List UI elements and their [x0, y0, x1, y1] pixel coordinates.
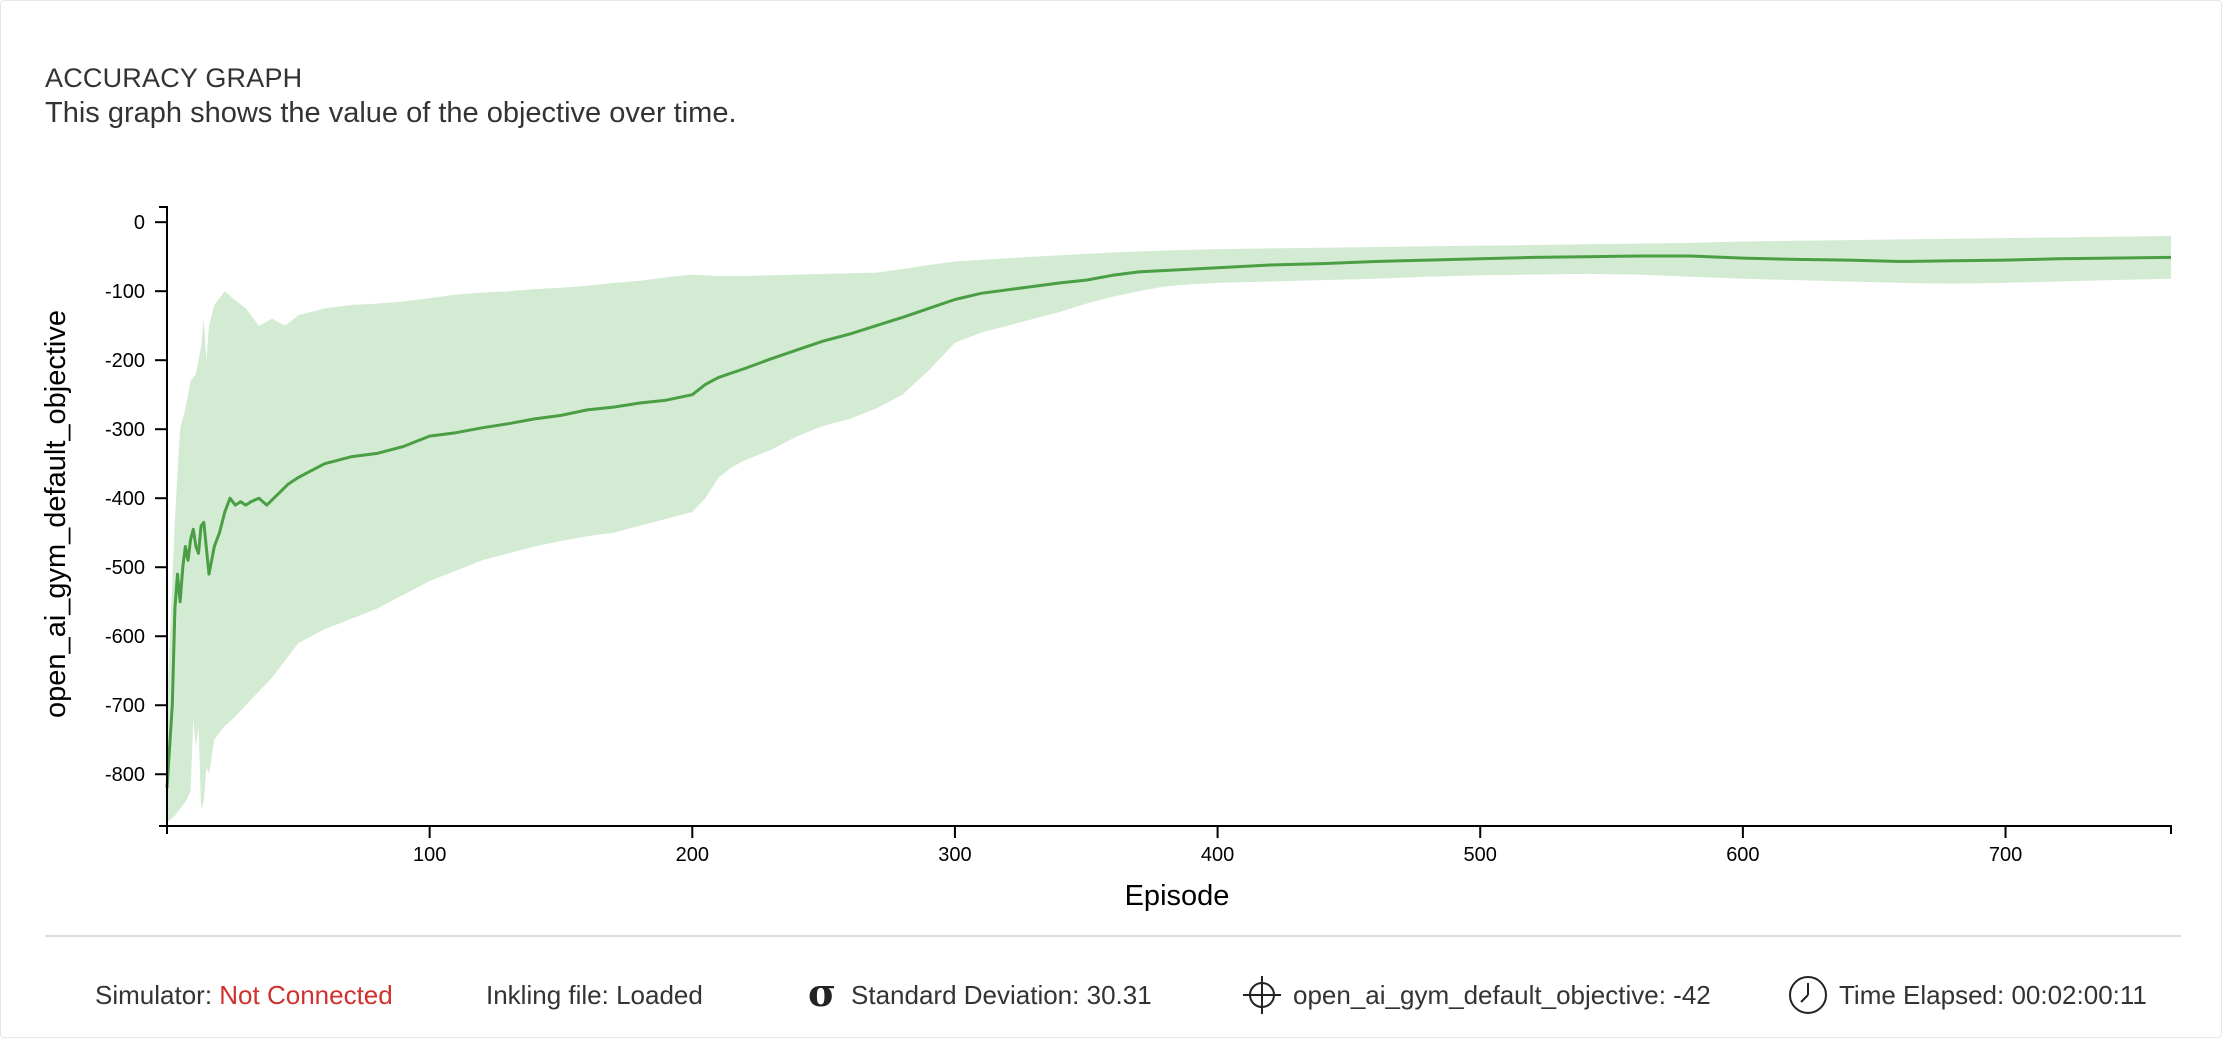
y-tick-label: -700 [105, 695, 145, 717]
y-tick-label: -500 [105, 557, 145, 579]
accuracy-chart: 0 -100 -200 -300 -400 -500 -600 -700 -800 100 200 3… [40, 206, 2172, 912]
y-tick-label: -300 [105, 419, 145, 441]
x-axis-line [166, 825, 2172, 834]
status-divider [45, 935, 2181, 937]
time-value: 00:02:00:11 [2011, 979, 2147, 1010]
x-tick-label: 100 [413, 844, 446, 866]
std-dev-label: Standard Deviation: [851, 979, 1080, 1010]
std-dev-status: σ Standard Deviation: 30.31 [805, 977, 1152, 1013]
x-tick-label: 300 [938, 844, 971, 866]
time-status: Time Elapsed: 00:02:00:11 [1787, 976, 2147, 1014]
time-label: Time Elapsed: [1839, 979, 2005, 1010]
inkling-status: Inkling file: Loaded [486, 977, 703, 1013]
x-tick-label: 500 [1464, 844, 1497, 866]
objective-line-layer [165, 254, 2172, 789]
objective-status: open_ai_gym_default_objective: -42 [1241, 976, 1711, 1014]
objective-line [165, 254, 2172, 789]
clock-icon [1789, 976, 1827, 1014]
y-tick-label: -400 [105, 488, 145, 510]
svg-text:σ: σ [808, 977, 836, 1013]
simulator-status: Simulator: Not Connected [95, 977, 393, 1013]
y-tick-label: 0 [134, 212, 145, 234]
chart-subtitle: This graph shows the value of the object… [45, 97, 737, 129]
sigma-icon: σ [808, 977, 836, 1013]
objective-value: -42 [1673, 979, 1711, 1010]
y-tick-label: -800 [105, 764, 145, 786]
x-tick-label: 600 [1726, 844, 1759, 866]
std-band-layer [167, 236, 2171, 823]
y-tick-label: -100 [105, 281, 145, 303]
std-dev-value: 30.31 [1086, 979, 1152, 1010]
objective-label: open_ai_gym_default_objective: [1293, 979, 1666, 1010]
simulator-label: Simulator: [95, 979, 213, 1010]
std-dev-band [167, 236, 2171, 823]
simulator-value: Not Connected [219, 979, 393, 1010]
x-axis-label: Episode [1125, 880, 1230, 912]
x-tick-label: 400 [1201, 844, 1234, 866]
inkling-value: Loaded [616, 979, 703, 1010]
crosshair-icon [1243, 976, 1281, 1014]
chart-title: ACCURACY GRAPH [45, 63, 303, 93]
x-tick-label: 700 [1989, 844, 2022, 866]
y-tick-label: -600 [105, 626, 145, 648]
y-tick-label: -200 [105, 350, 145, 372]
axes: 0 -100 -200 -300 -400 -500 -600 -700 -800 100 200 3… [105, 206, 2172, 866]
inkling-label: Inkling file: [486, 979, 609, 1010]
y-axis-line [159, 206, 168, 827]
x-tick-label: 200 [676, 844, 709, 866]
y-axis-label: open_ai_gym_default_objective [40, 310, 72, 718]
